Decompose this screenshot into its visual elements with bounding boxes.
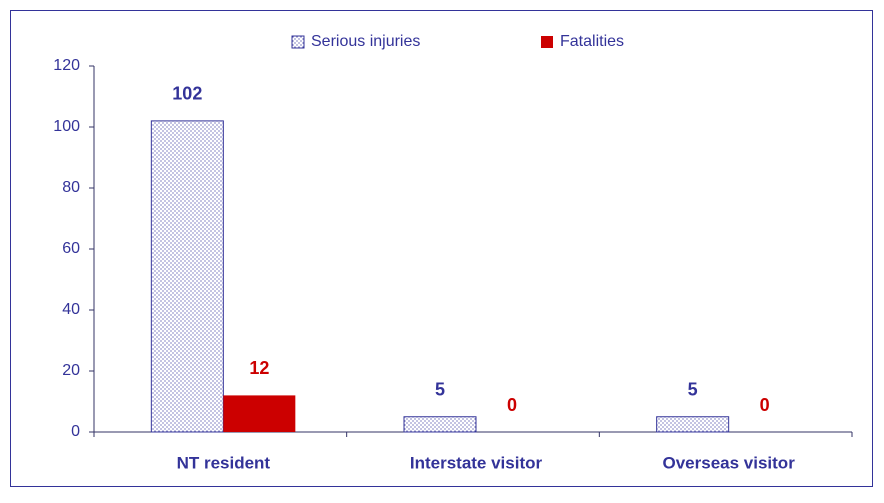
y-tick-label: 80 xyxy=(62,179,80,196)
chart-frame xyxy=(10,10,873,487)
y-tick-label: 40 xyxy=(62,301,80,318)
y-tick-label: 60 xyxy=(62,240,80,257)
legend-swatch xyxy=(291,35,305,49)
data-label: 5 xyxy=(435,380,445,400)
legend-label: Fatalities xyxy=(560,33,624,50)
data-label: 5 xyxy=(688,380,698,400)
x-tick-label: Overseas visitor xyxy=(663,453,796,472)
y-tick-label: 20 xyxy=(62,362,80,379)
legend-swatch xyxy=(541,36,553,48)
x-tick-label: Interstate visitor xyxy=(410,453,543,472)
data-label: 0 xyxy=(760,395,770,415)
data-label: 12 xyxy=(249,358,269,378)
bar xyxy=(150,120,224,433)
bar xyxy=(656,416,730,433)
data-label: 102 xyxy=(172,84,202,104)
y-tick-label: 120 xyxy=(53,57,80,74)
bar xyxy=(403,416,477,433)
y-tick-label: 0 xyxy=(71,423,80,440)
y-tick-label: 100 xyxy=(53,118,80,135)
legend-label: Serious injuries xyxy=(311,33,420,50)
x-tick-label: NT resident xyxy=(177,453,271,472)
bar xyxy=(223,395,296,432)
data-label: 0 xyxy=(507,395,517,415)
